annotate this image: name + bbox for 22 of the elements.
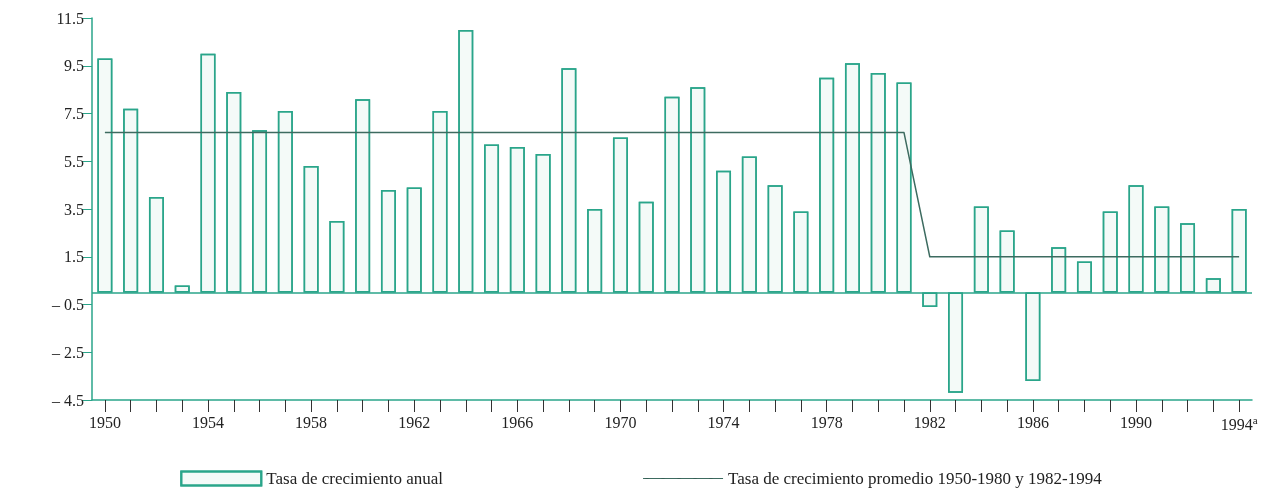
y-tick-label: 9.5 — [64, 57, 84, 75]
x-tick-label: 1950 — [88, 413, 121, 431]
y-tick-label: – 2.5 — [51, 343, 84, 361]
y-tick-label: 11.5 — [56, 9, 84, 27]
x-tick-label: 1966 — [501, 413, 534, 431]
x-tick-label: 1978 — [810, 413, 843, 431]
x-tick-label: 1974 — [707, 413, 740, 431]
x-tick-label: 1970 — [604, 413, 637, 431]
y-tick-label: – 0.5 — [51, 296, 84, 313]
y-tick-label: – 4.5 — [51, 391, 84, 409]
x-tick-label: 1982 — [913, 413, 946, 431]
x-tick-label: 1958 — [295, 413, 328, 431]
x-tick-label: 1954 — [192, 413, 224, 431]
x-tick-label: 1986 — [1016, 413, 1049, 431]
y-tick-label: 1.5 — [64, 248, 84, 266]
y-tick-label: 7.5 — [64, 105, 84, 122]
legend-label: Tasa de crecimiento anual — [266, 469, 444, 488]
legend-label: Tasa de crecimiento promedio 1950-1980 y 1982-1994 — [728, 469, 1103, 488]
x-tick-label: 1990 — [1120, 413, 1152, 431]
y-tick-label: 3.5 — [64, 200, 84, 218]
y-tick-label: 5.5 — [64, 152, 84, 170]
x-tick-label: 1962 — [398, 413, 431, 431]
